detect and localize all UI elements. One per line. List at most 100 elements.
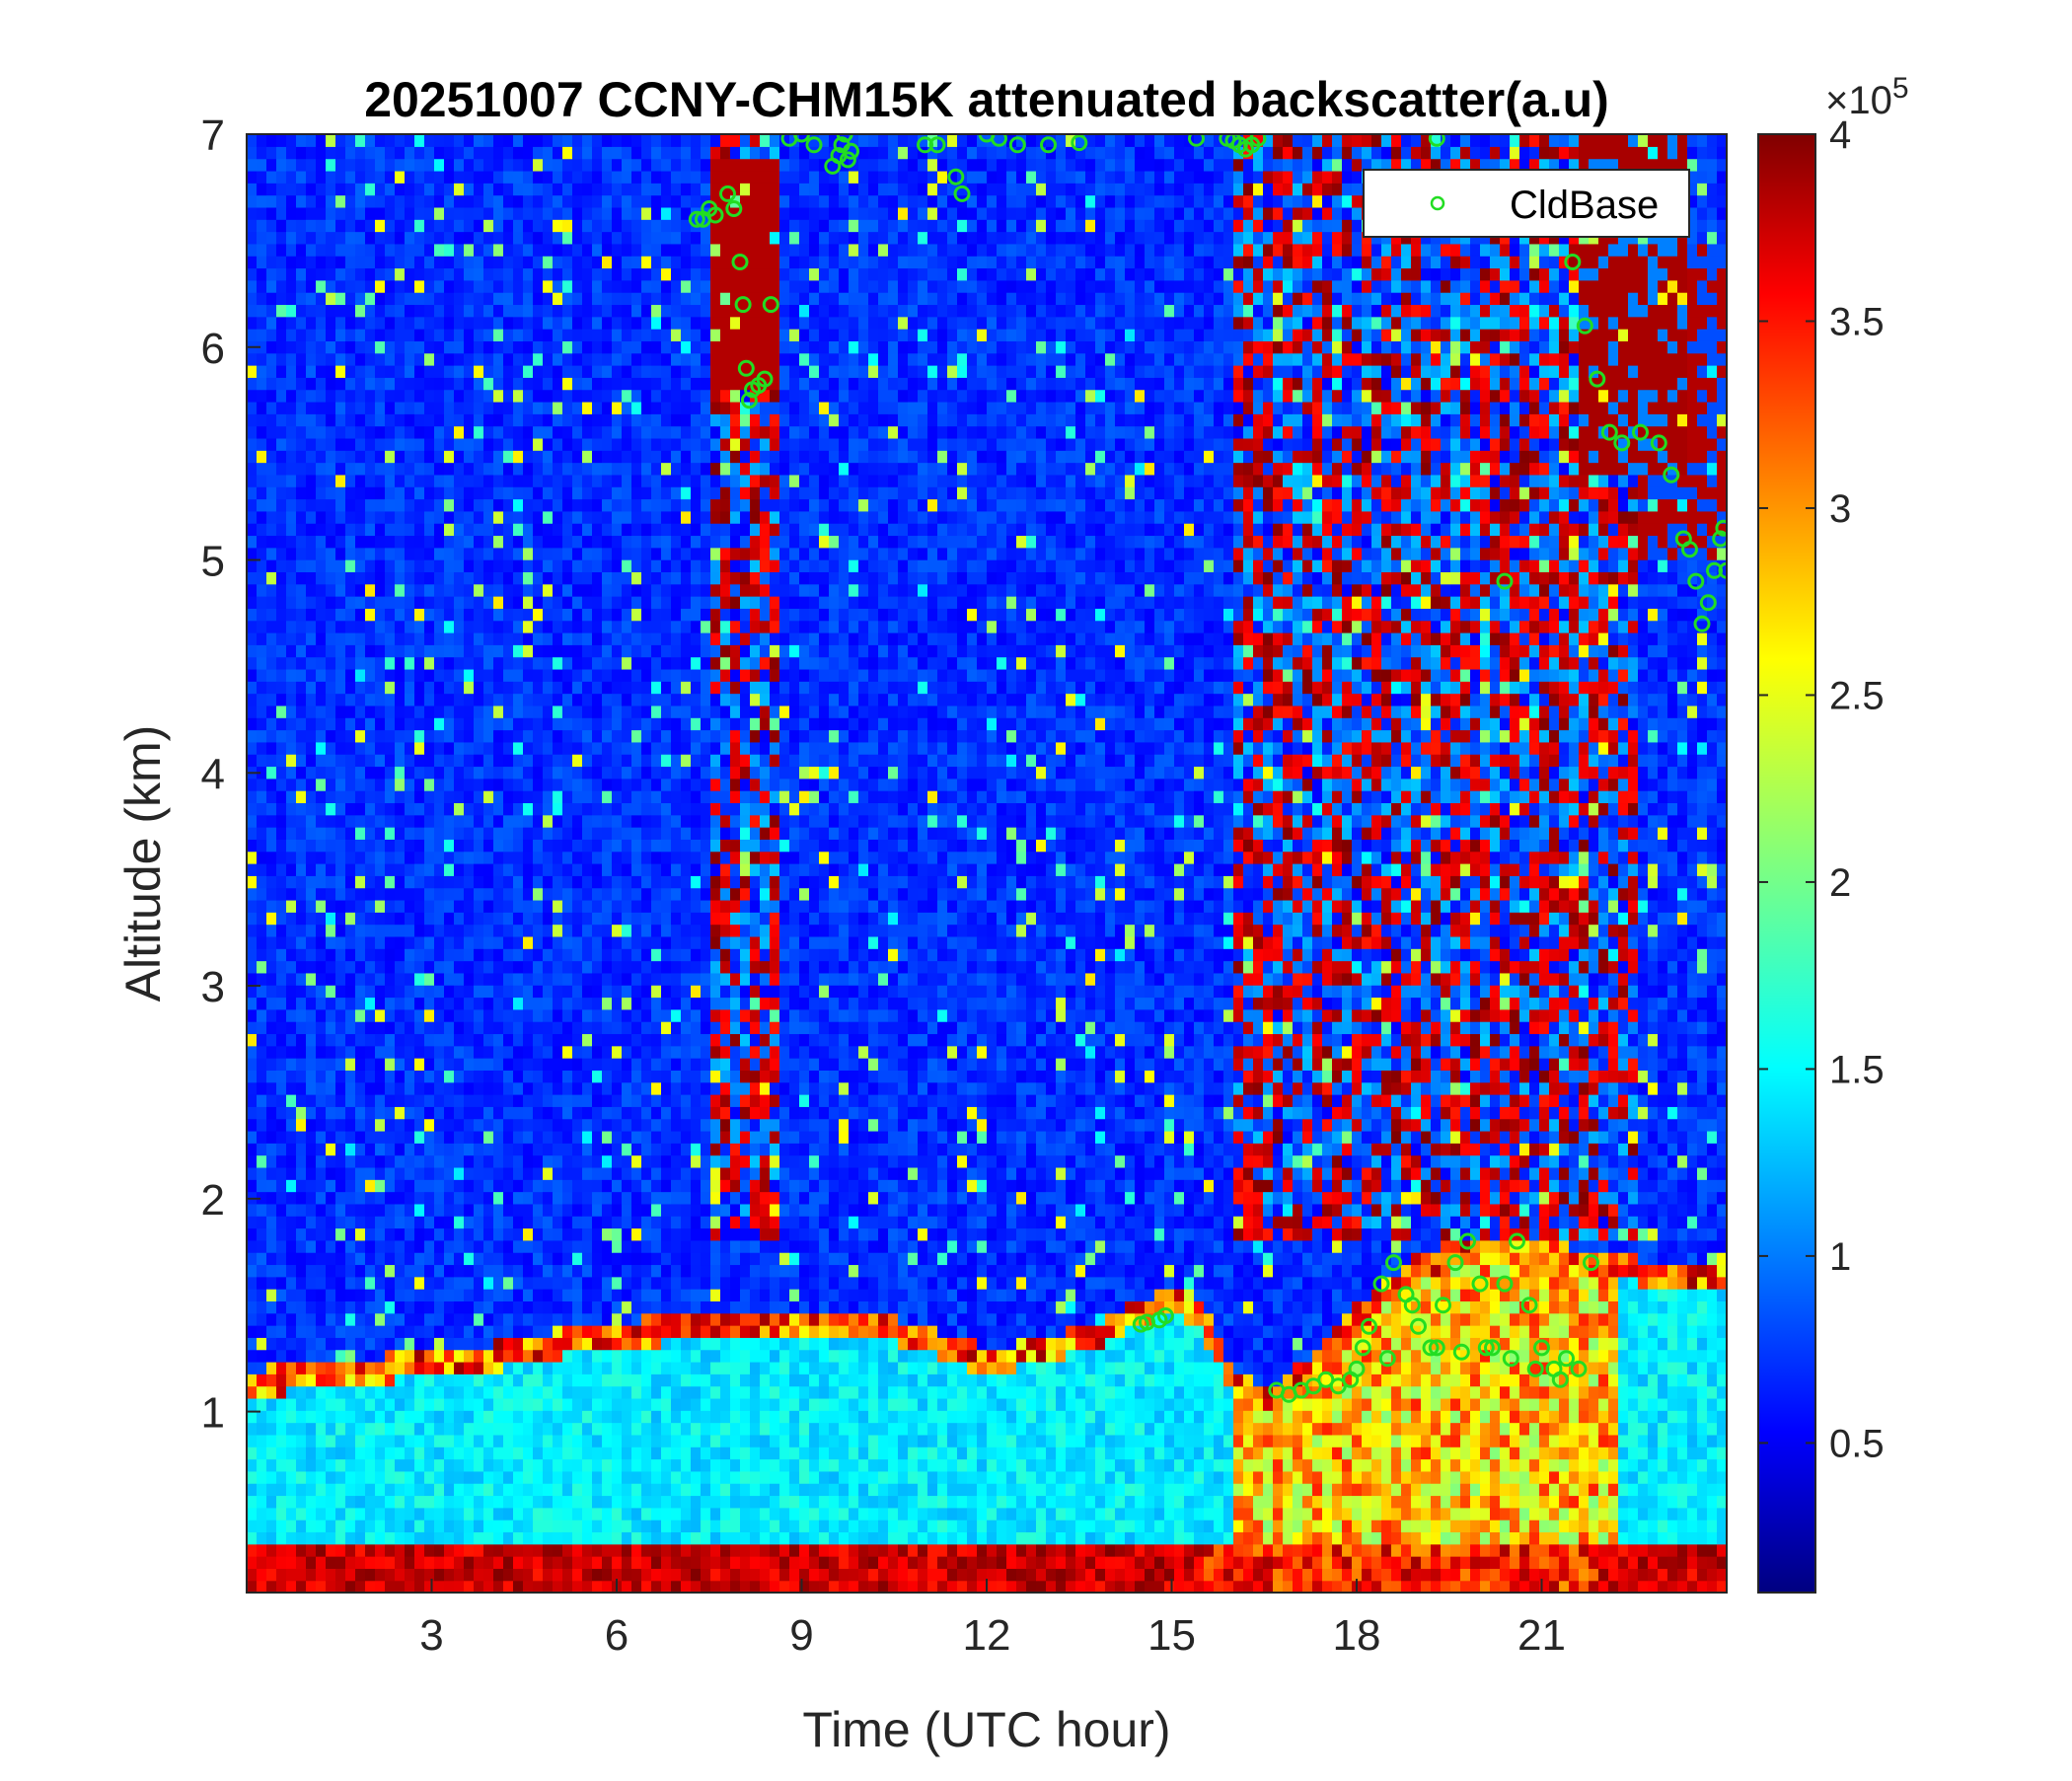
- heatmap-cell: [602, 620, 613, 633]
- heatmap-cell: [296, 547, 307, 560]
- heatmap-cell: [631, 644, 642, 658]
- heatmap-cell: [375, 1106, 386, 1120]
- heatmap-cell: [365, 729, 376, 743]
- heatmap-cell: [592, 1045, 603, 1059]
- heatmap-cell: [286, 462, 297, 476]
- heatmap-cell: [395, 1130, 406, 1144]
- heatmap-cell: [651, 1021, 662, 1035]
- heatmap-cell: [296, 1203, 307, 1217]
- heatmap-cell: [276, 219, 287, 233]
- heatmap-cell: [483, 1568, 494, 1582]
- heatmap-cell: [316, 1373, 327, 1387]
- heatmap-cell: [523, 1495, 534, 1509]
- heatmap-cell: [444, 1033, 455, 1047]
- heatmap-cell: [286, 1289, 297, 1301]
- heatmap-cell: [326, 1191, 336, 1205]
- heatmap-cell: [365, 571, 376, 585]
- heatmap-cell: [572, 1239, 583, 1253]
- heatmap-cell: [257, 170, 267, 184]
- heatmap-cell: [286, 1410, 297, 1424]
- heatmap-cell: [572, 183, 583, 196]
- heatmap-cell: [444, 1264, 455, 1278]
- heatmap-cell: [276, 547, 287, 560]
- heatmap-cell: [493, 620, 504, 633]
- heatmap-cell: [572, 1422, 583, 1436]
- heatmap-cell: [562, 1154, 573, 1168]
- heatmap-cell: [562, 1373, 573, 1387]
- heatmap-cell: [523, 802, 534, 816]
- heatmap-cell: [553, 754, 563, 768]
- heatmap-cell: [572, 304, 583, 318]
- heatmap-cell: [365, 474, 376, 487]
- heatmap-cell: [395, 413, 406, 427]
- heatmap-cell: [365, 948, 376, 962]
- heatmap-cell: [602, 924, 613, 937]
- heatmap-cell: [572, 1166, 583, 1180]
- heatmap-cell: [316, 1143, 327, 1156]
- heatmap-cell: [316, 851, 327, 864]
- heatmap-cell: [345, 766, 356, 779]
- heatmap-cell: [572, 997, 583, 1010]
- heatmap-cell: [266, 243, 277, 257]
- heatmap-cell: [651, 1410, 662, 1424]
- heatmap-cell: [355, 486, 366, 500]
- heatmap-cell: [414, 1203, 425, 1217]
- heatmap-cell: [434, 1216, 445, 1229]
- heatmap-cell: [434, 1130, 445, 1144]
- heatmap-cell: [375, 596, 386, 609]
- heatmap-cell: [286, 912, 297, 926]
- heatmap-cell: [316, 523, 327, 537]
- heatmap-cell: [355, 644, 366, 658]
- heatmap-cell: [257, 802, 267, 816]
- heatmap-cell: [345, 997, 356, 1010]
- heatmap-cell: [316, 304, 327, 318]
- heatmap-cell: [562, 1130, 573, 1144]
- heatmap-cell: [503, 1312, 514, 1326]
- heatmap-cell: [513, 1337, 524, 1351]
- heatmap-cell: [365, 1556, 376, 1569]
- heatmap-cell: [345, 219, 356, 233]
- heatmap-cell: [483, 1094, 494, 1107]
- heatmap-cell: [276, 583, 287, 597]
- heatmap-cell: [572, 486, 583, 500]
- heatmap-cell: [553, 389, 563, 403]
- heatmap-cell: [651, 1227, 662, 1241]
- heatmap-cell: [385, 1410, 396, 1424]
- heatmap-cell: [553, 1397, 563, 1411]
- heatmap-cell: [414, 1385, 425, 1399]
- heatmap-cell: [612, 352, 623, 366]
- heatmap-cell: [454, 1106, 465, 1120]
- heatmap-cell: [641, 668, 652, 682]
- heatmap-cell: [365, 985, 376, 999]
- heatmap-cell: [434, 802, 445, 816]
- heatmap-cell: [395, 1507, 406, 1521]
- heatmap-cell: [612, 1422, 623, 1436]
- heatmap-cell: [543, 1422, 554, 1436]
- heatmap-cell: [296, 1008, 307, 1022]
- heatmap-cell: [296, 997, 307, 1010]
- heatmap-cell: [335, 1191, 346, 1205]
- heatmap-cell: [306, 1531, 317, 1545]
- heatmap-cell: [296, 523, 307, 537]
- heatmap-cell: [602, 1507, 613, 1521]
- heatmap-cell: [503, 972, 514, 986]
- heatmap-cell: [622, 1556, 632, 1569]
- heatmap-cell: [385, 1094, 396, 1107]
- heatmap-cell: [276, 1568, 287, 1582]
- heatmap-cell: [592, 1447, 603, 1460]
- heatmap-cell: [464, 462, 475, 476]
- heatmap-cell: [444, 559, 455, 572]
- heatmap-cell: [612, 1556, 623, 1569]
- heatmap-cell: [434, 377, 445, 391]
- heatmap-cell: [474, 523, 484, 537]
- heatmap-cell: [316, 1094, 327, 1107]
- heatmap-cell: [602, 377, 613, 391]
- heatmap-cell: [375, 1033, 386, 1047]
- heatmap-cell: [553, 1531, 563, 1545]
- heatmap-cell: [592, 972, 603, 986]
- heatmap-cell: [375, 1349, 386, 1363]
- heatmap-cell: [474, 839, 484, 853]
- heatmap-cell: [503, 183, 514, 196]
- heatmap-cell: [562, 1118, 573, 1132]
- heatmap-cell: [641, 1434, 652, 1447]
